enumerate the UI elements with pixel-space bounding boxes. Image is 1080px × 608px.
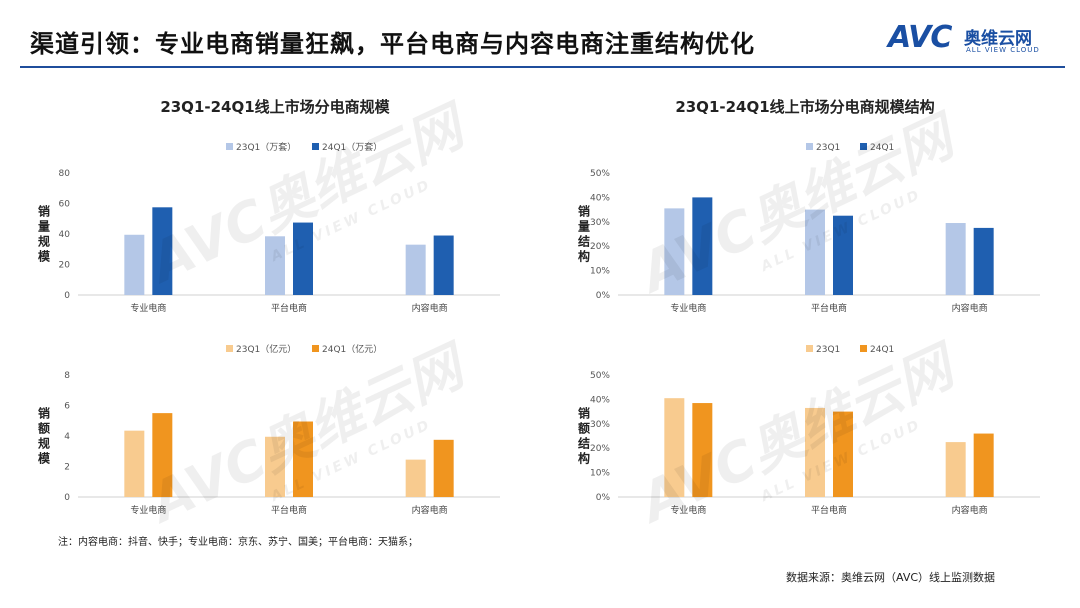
x-tick-label: 内容电商 [412,302,448,314]
legend-label: 23Q1 [816,345,840,355]
logo-english-name: ALL VIEW CLOUD [966,46,1040,54]
bar [124,234,145,295]
bar [124,430,145,497]
page-title: 渠道引领：专业电商销量狂飙，平台电商与内容电商注重结构优化 [30,30,755,58]
y-axis-title: 销量结构 [578,204,590,264]
y-tick-label: 40 [59,230,71,240]
x-tick-label: 内容电商 [412,504,448,516]
y-tick-label: 20 [59,261,71,271]
bar [433,439,454,497]
x-tick-label: 专业电商 [670,504,706,516]
y-tick-label: 50% [590,169,610,179]
right-panel-title: 23Q1-24Q1线上市场分电商规模结构 [675,98,935,116]
legend-swatch [226,345,233,352]
y-tick-label: 6 [64,402,70,412]
bar [833,411,853,497]
legend-label: 24Q1 [870,345,894,355]
bar [265,436,285,497]
title-divider [20,66,1065,68]
legend-label: 23Q1 [816,143,840,153]
legend-label: 23Q1（万套） [236,141,296,153]
y-tick-label: 0 [64,493,70,503]
bar [805,407,825,497]
bar [692,403,713,497]
legend-swatch [806,143,813,150]
logo-mark: AVC [888,20,952,55]
y-tick-label: 0% [596,291,611,301]
x-tick-label: 内容电商 [952,504,988,516]
x-tick-label: 专业电商 [130,504,166,516]
bar [433,235,454,295]
left-panel-title: 23Q1-24Q1线上市场分电商规模 [160,98,390,116]
x-tick-label: 平台电商 [811,302,847,314]
legend-swatch [312,345,319,352]
bar [833,215,853,295]
legend-swatch [806,345,813,352]
bar [664,398,685,497]
bar [945,442,966,497]
y-tick-label: 80 [59,169,71,179]
y-tick-label: 10% [590,469,610,479]
logo-chinese-name: 奥维云网 [964,29,1032,49]
y-tick-label: 8 [64,371,70,381]
bar [805,209,825,295]
bar [692,197,713,295]
legend-label: 24Q1（亿元） [322,343,382,355]
bar [405,244,426,295]
x-tick-label: 平台电商 [271,302,307,314]
bar [405,459,426,497]
legend-swatch [860,345,867,352]
y-tick-label: 4 [64,432,70,442]
y-tick-label: 40% [590,395,610,405]
avc-logo: AVC 奥维云网 ALL VIEW CLOUD [888,20,1058,60]
data-source: 数据来源：奥维云网（AVC）线上监测数据 [786,571,996,584]
legend-label: 23Q1（亿元） [236,343,296,355]
y-tick-label: 30% [590,218,610,228]
y-tick-label: 40% [590,193,610,203]
legend-swatch [312,143,319,150]
legend-swatch [860,143,867,150]
x-tick-label: 平台电商 [271,504,307,516]
y-tick-label: 50% [590,371,610,381]
y-tick-label: 0 [64,291,70,301]
y-tick-label: 10% [590,267,610,277]
bar [152,207,173,295]
x-tick-label: 专业电商 [130,302,166,314]
y-tick-label: 2 [64,463,70,473]
bar [293,421,313,497]
y-tick-label: 20% [590,444,610,454]
legend-label: 24Q1 [870,143,894,153]
bar [945,223,966,295]
y-axis-title: 销量规模 [38,204,51,264]
y-axis-title: 销额结构 [578,406,590,466]
y-axis-title: 销额规模 [38,406,51,466]
bar [973,433,994,497]
legend-label: 24Q1（万套） [322,141,382,153]
bar [152,413,173,497]
y-tick-label: 30% [590,420,610,430]
y-tick-label: 60 [59,200,71,210]
bar [293,222,313,295]
x-tick-label: 内容电商 [952,302,988,314]
bar [664,208,685,295]
x-tick-label: 专业电商 [670,302,706,314]
y-tick-label: 20% [590,242,610,252]
footnote: 注：内容电商：抖音、快手；专业电商：京东、苏宁、国美；平台电商：天猫系； [58,537,418,548]
bar [265,236,285,295]
legend-swatch [226,143,233,150]
y-tick-label: 0% [596,493,611,503]
x-tick-label: 平台电商 [811,504,847,516]
bar [973,227,994,295]
